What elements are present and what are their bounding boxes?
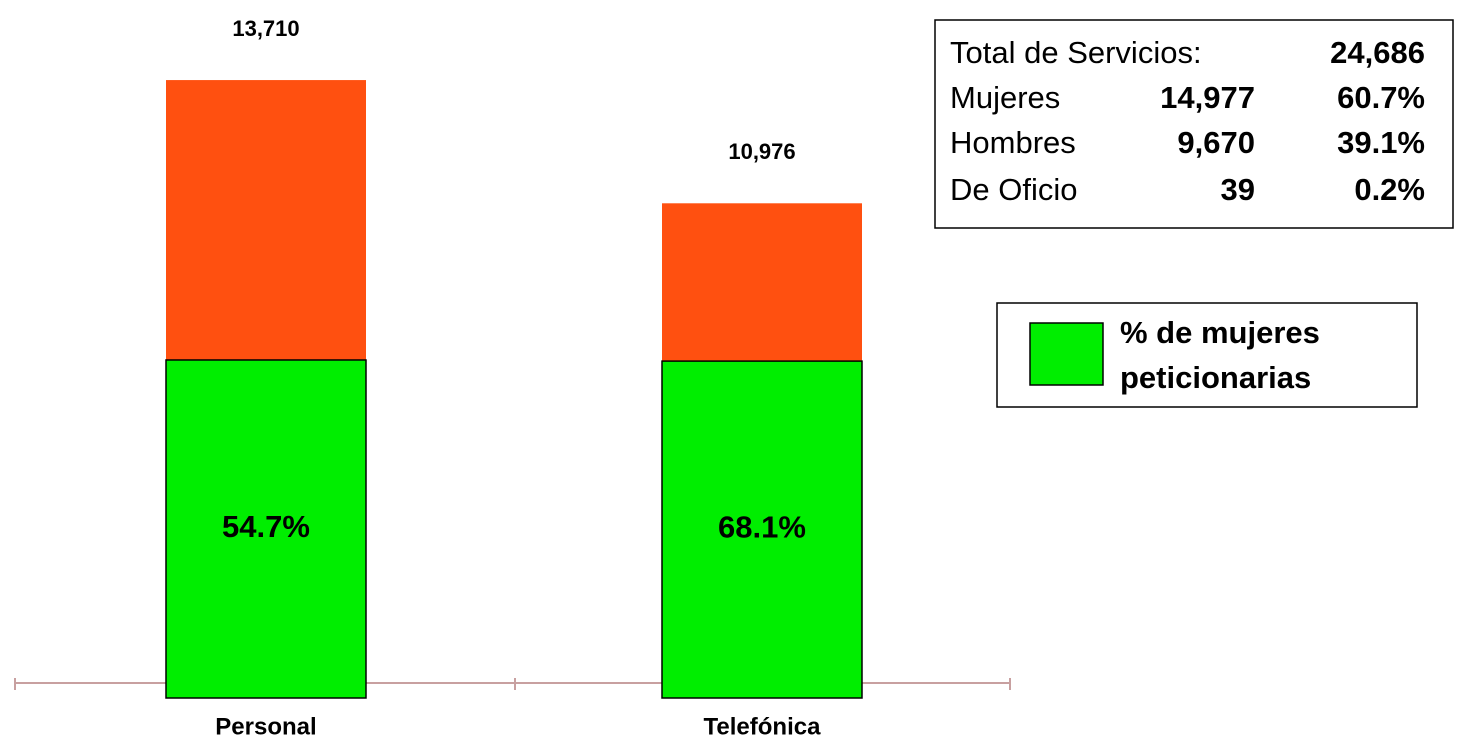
x-tick-label: Telefónica	[704, 713, 822, 740]
summary-label: Total de Servicios:	[950, 35, 1202, 70]
x-tick-label: Personal	[215, 713, 316, 740]
bar-segment	[166, 80, 366, 360]
total-label: 10,976	[728, 139, 795, 164]
summary-percent: 39.1%	[1337, 125, 1425, 160]
summary-label: Mujeres	[950, 80, 1060, 115]
bar-segment	[661, 360, 863, 699]
summary-value: 14,977	[1160, 80, 1255, 115]
summary-box	[934, 19, 1454, 229]
summary-percent: 60.7%	[1337, 80, 1425, 115]
bar-segment	[165, 359, 367, 699]
legend-swatch	[1029, 322, 1104, 386]
bar-segment	[662, 203, 862, 362]
summary-value: 39	[1221, 172, 1255, 207]
data-label: 54.7%	[222, 509, 310, 544]
summary-label: Hombres	[950, 125, 1076, 160]
data-label: 68.1%	[718, 510, 806, 545]
summary-value: 24,686	[1330, 35, 1425, 70]
summary-percent: 0.2%	[1354, 172, 1425, 207]
legend-label: % de mujeres peticionarias	[1120, 315, 1320, 395]
summary-value: 9,670	[1177, 125, 1255, 160]
total-label: 13,710	[232, 16, 299, 41]
summary-label: De Oficio	[950, 172, 1077, 207]
